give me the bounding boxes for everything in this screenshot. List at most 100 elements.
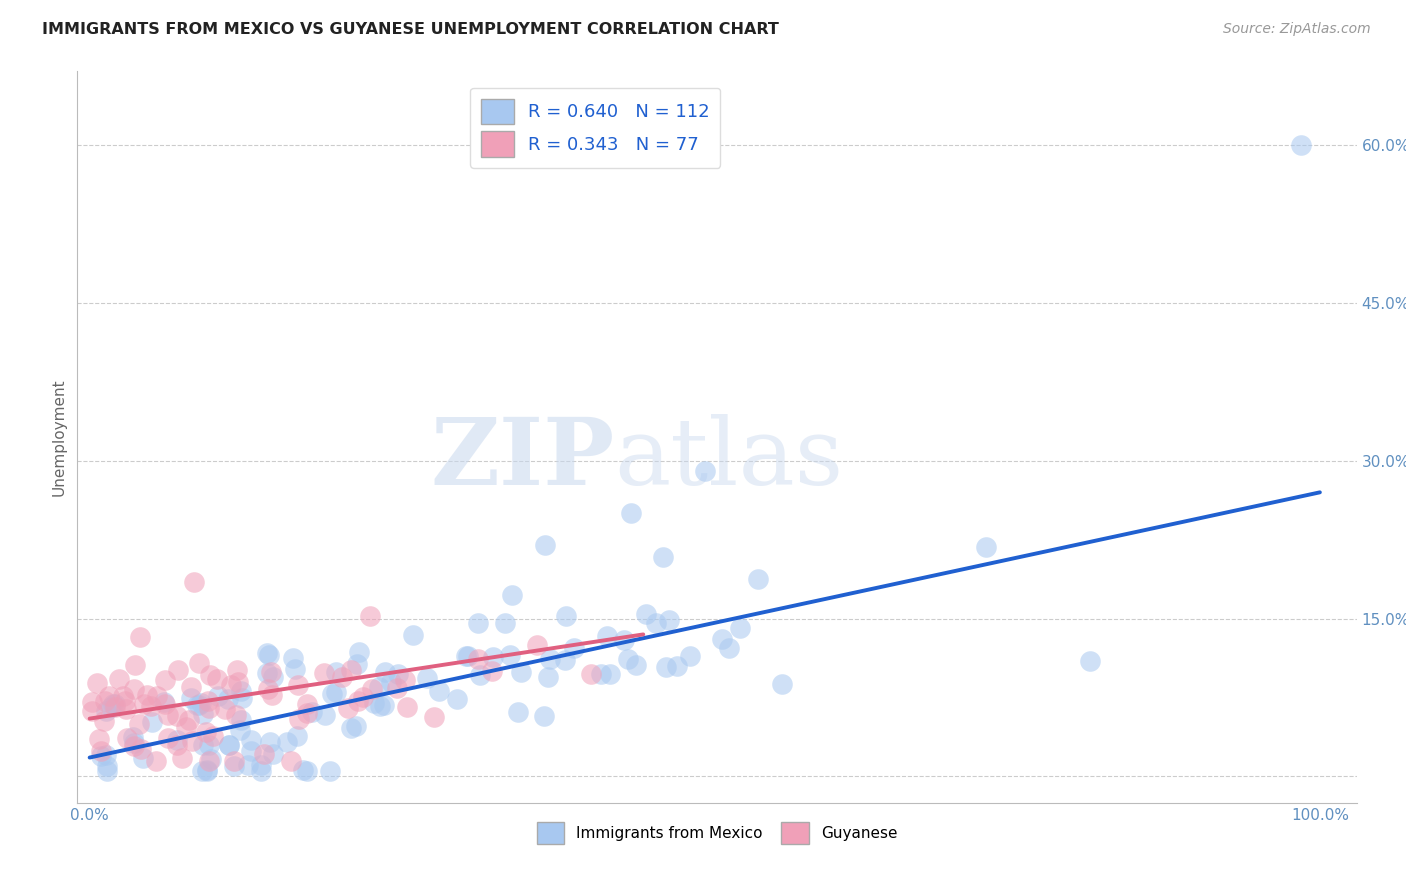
Point — [132, 697, 155, 711]
Point — [467, 616, 489, 631]
Point — [280, 754, 302, 768]
Point — [98, 689, 121, 703]
Point — [352, 690, 374, 704]
Point — [314, 708, 336, 723]
Point — [467, 652, 489, 666]
Point — [115, 702, 138, 716]
Point — [153, 673, 176, 687]
Point — [229, 723, 252, 738]
Legend: Immigrants from Mexico, Guyanese: Immigrants from Mexico, Guyanese — [530, 816, 904, 850]
Text: ZIP: ZIP — [430, 414, 614, 504]
Point — [187, 656, 209, 670]
Point — [191, 738, 214, 752]
Point — [217, 691, 239, 706]
Point — [166, 739, 188, 753]
Point — [295, 706, 318, 720]
Point — [222, 754, 245, 768]
Point — [80, 704, 103, 718]
Point — [394, 673, 416, 687]
Point — [191, 706, 214, 721]
Point — [174, 720, 197, 734]
Point — [122, 730, 145, 744]
Point — [481, 664, 503, 678]
Point — [339, 721, 361, 735]
Point — [456, 649, 478, 664]
Point — [666, 659, 689, 673]
Point — [652, 549, 675, 564]
Point — [415, 671, 437, 685]
Point — [135, 688, 157, 702]
Point — [499, 648, 522, 662]
Point — [197, 693, 219, 707]
Point — [287, 712, 309, 726]
Point — [257, 648, 280, 662]
Point — [770, 676, 793, 690]
Point — [717, 640, 740, 655]
Y-axis label: Unemployment: Unemployment — [51, 378, 66, 496]
Point — [240, 744, 263, 758]
Point — [325, 684, 347, 698]
Point — [501, 588, 523, 602]
Point — [250, 764, 273, 779]
Point — [198, 701, 221, 715]
Point — [387, 667, 409, 681]
Point — [226, 674, 249, 689]
Point — [728, 621, 751, 635]
Point — [349, 645, 371, 659]
Point — [145, 754, 167, 768]
Point — [538, 651, 561, 665]
Point — [276, 735, 298, 749]
Point — [198, 667, 221, 681]
Point — [129, 741, 152, 756]
Point — [104, 700, 127, 714]
Point — [122, 682, 145, 697]
Point — [346, 718, 368, 732]
Point — [128, 717, 150, 731]
Point — [152, 695, 174, 709]
Point — [319, 764, 342, 779]
Point — [526, 638, 548, 652]
Point — [166, 709, 188, 723]
Point — [153, 697, 176, 711]
Point — [1291, 138, 1313, 153]
Point — [207, 689, 229, 703]
Point — [200, 751, 222, 765]
Point — [508, 705, 530, 719]
Point — [360, 681, 382, 696]
Point — [90, 749, 112, 764]
Point — [564, 640, 586, 655]
Point — [218, 739, 240, 753]
Point — [402, 628, 425, 642]
Point — [141, 715, 163, 730]
Point — [321, 687, 343, 701]
Point — [287, 677, 309, 691]
Point — [122, 739, 145, 753]
Point — [100, 700, 122, 714]
Point — [198, 738, 221, 752]
Point — [141, 698, 163, 713]
Point — [194, 724, 217, 739]
Point — [222, 758, 245, 772]
Point — [190, 696, 212, 710]
Point — [132, 750, 155, 764]
Point — [80, 695, 103, 709]
Point — [250, 758, 273, 772]
Point — [429, 684, 451, 698]
Point — [231, 714, 253, 728]
Point — [287, 729, 309, 743]
Point — [284, 662, 307, 676]
Point — [101, 697, 124, 711]
Point — [537, 670, 560, 684]
Point — [87, 732, 110, 747]
Point — [188, 698, 211, 712]
Point — [156, 731, 179, 745]
Point — [581, 666, 603, 681]
Point — [183, 574, 205, 589]
Point — [256, 682, 278, 697]
Point — [340, 663, 363, 677]
Point — [94, 704, 117, 718]
Point — [314, 665, 336, 680]
Point — [620, 507, 643, 521]
Point — [457, 648, 479, 663]
Point — [195, 764, 218, 779]
